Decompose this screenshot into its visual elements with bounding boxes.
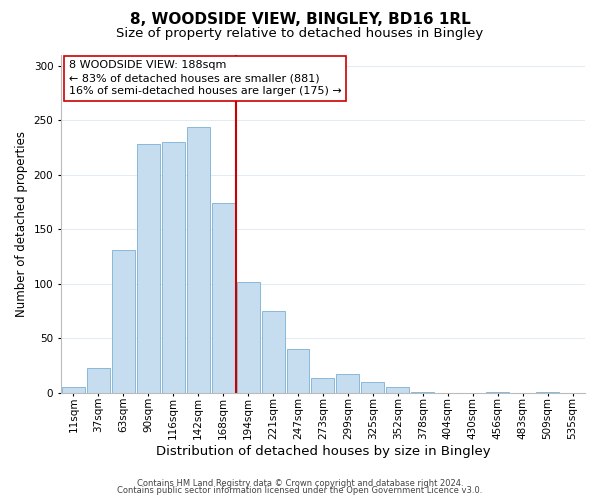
- Bar: [112, 250, 135, 392]
- Text: Contains public sector information licensed under the Open Government Licence v3: Contains public sector information licen…: [118, 486, 482, 495]
- Bar: [386, 387, 409, 392]
- Bar: [311, 378, 334, 392]
- Bar: [187, 127, 209, 392]
- Bar: [162, 142, 185, 393]
- Bar: [87, 368, 110, 392]
- Bar: [62, 387, 85, 392]
- Bar: [236, 282, 260, 393]
- X-axis label: Distribution of detached houses by size in Bingley: Distribution of detached houses by size …: [155, 444, 490, 458]
- Text: Contains HM Land Registry data © Crown copyright and database right 2024.: Contains HM Land Registry data © Crown c…: [137, 478, 463, 488]
- Bar: [262, 311, 284, 392]
- Bar: [212, 203, 235, 392]
- Bar: [337, 374, 359, 392]
- Bar: [361, 382, 385, 392]
- Y-axis label: Number of detached properties: Number of detached properties: [15, 131, 28, 317]
- Text: 8 WOODSIDE VIEW: 188sqm
← 83% of detached houses are smaller (881)
16% of semi-d: 8 WOODSIDE VIEW: 188sqm ← 83% of detache…: [69, 60, 341, 96]
- Text: 8, WOODSIDE VIEW, BINGLEY, BD16 1RL: 8, WOODSIDE VIEW, BINGLEY, BD16 1RL: [130, 12, 470, 28]
- Bar: [287, 349, 310, 393]
- Bar: [137, 144, 160, 392]
- Text: Size of property relative to detached houses in Bingley: Size of property relative to detached ho…: [116, 28, 484, 40]
